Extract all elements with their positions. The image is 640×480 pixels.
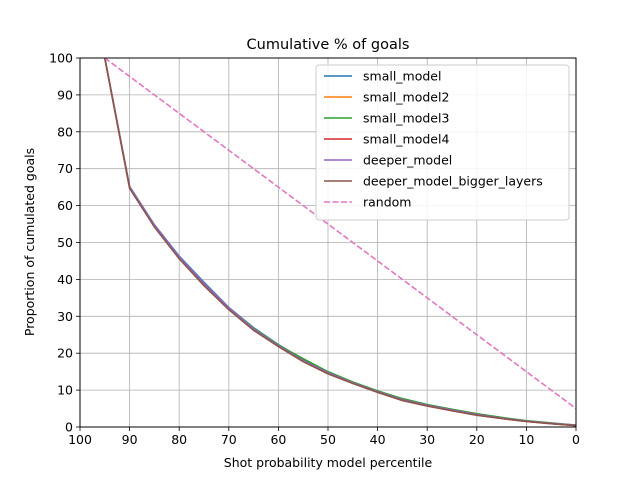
y-tick-label: 70	[57, 161, 73, 176]
y-tick-label: 100	[49, 51, 73, 66]
legend-label: small_model	[363, 69, 441, 84]
series-line-random	[104, 57, 577, 410]
legend-label: small_model4	[363, 132, 449, 147]
axis-ticks: 100 90 80 70 60 50 40 30 20 10 0010203040506070809…	[49, 51, 580, 448]
legend-label: small_model2	[363, 90, 449, 105]
y-tick-label: 20	[57, 346, 73, 361]
y-tick-label: 10	[57, 383, 73, 398]
y-tick-label: 90	[57, 87, 73, 102]
legend-box	[315, 64, 570, 221]
x-tick-label: 30	[419, 432, 435, 447]
x-axis-label: Shot probability model percentile	[224, 455, 433, 470]
chart-title: Cumulative % of goals	[247, 37, 410, 53]
legend-label: random	[363, 195, 411, 210]
x-tick-label: 70	[221, 432, 237, 447]
y-axis-label: Proportion of cumulated goals	[22, 148, 37, 336]
x-tick-label: 50	[320, 432, 336, 447]
legend-label: deeper_model	[363, 153, 452, 168]
y-tick-label: 60	[57, 198, 73, 213]
y-tick-label: 80	[57, 124, 73, 139]
x-tick-label: 90	[122, 432, 138, 447]
x-tick-label: 60	[270, 432, 286, 447]
series-lines	[104, 57, 577, 427]
y-tick-label: 50	[57, 235, 73, 250]
y-tick-label: 30	[57, 309, 73, 324]
legend-label: deeper_model_bigger_layers	[363, 174, 543, 189]
legend: small_model small_model2 small_model3small…	[315, 64, 570, 221]
x-tick-label: 10	[518, 432, 534, 447]
legend-label: small_model3	[363, 111, 449, 126]
x-tick-label: 100	[68, 432, 92, 447]
x-tick-label: 40	[370, 432, 386, 447]
y-tick-label: 40	[57, 272, 73, 287]
x-tick-label: 0	[572, 432, 580, 447]
series-line-deeper-model-bigger-layers	[104, 57, 577, 427]
x-tick-label: 20	[469, 432, 485, 447]
y-tick-label: 0	[65, 420, 73, 435]
x-tick-label: 80	[171, 432, 187, 447]
